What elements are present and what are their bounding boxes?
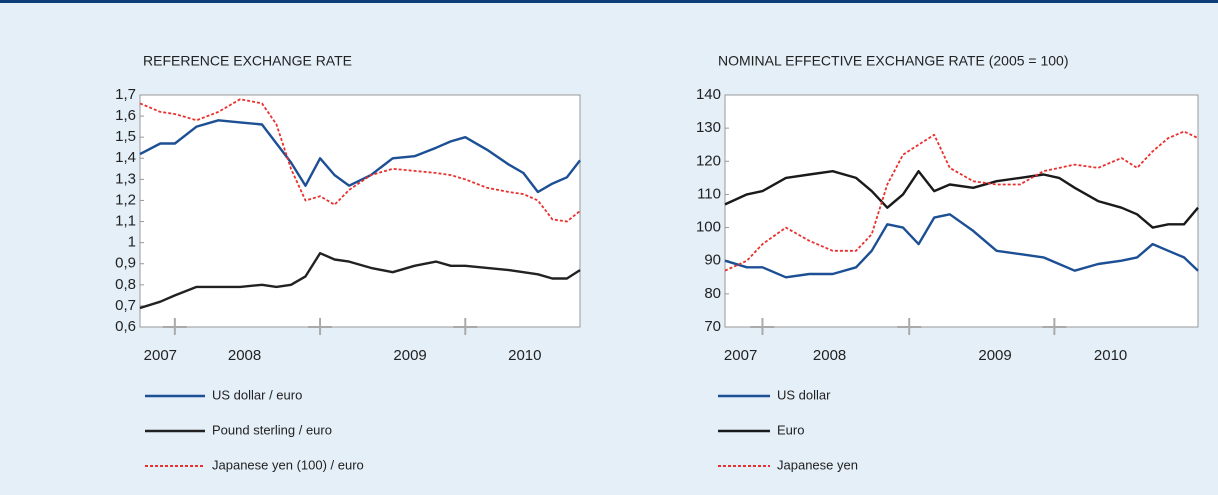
- x-tick-label: 2008: [228, 347, 261, 364]
- series-line: [139, 98, 581, 223]
- legend-label: Japanese yen (100) / euro: [212, 457, 364, 472]
- x-tick-label: 2009: [393, 347, 426, 364]
- y-tick-label: 1,3: [115, 170, 136, 187]
- y-tick-label: 0,9: [115, 255, 136, 272]
- y-tick-label: 0,7: [115, 297, 136, 314]
- x-tick-label: 2010: [508, 347, 541, 364]
- y-tick-label: 120: [696, 152, 721, 169]
- y-tick-label: 1,4: [115, 149, 136, 166]
- y-tick-label: 140: [696, 86, 721, 103]
- chart-title: REFERENCE EXCHANGE RATE: [143, 53, 352, 69]
- series-line: [139, 252, 581, 310]
- x-tick-label: 2009: [978, 347, 1011, 364]
- series-line: [724, 130, 1199, 272]
- x-tick-label: 2007: [724, 347, 757, 364]
- legend-label: US dollar / euro: [212, 387, 302, 402]
- y-tick-label: 0,8: [115, 276, 136, 293]
- y-tick-label: 1,5: [115, 128, 136, 145]
- top-rule: [0, 0, 1218, 3]
- chart-title: NOMINAL EFFECTIVE EXCHANGE RATE (2005 = …: [718, 53, 1069, 69]
- plot-area: [724, 94, 1199, 328]
- y-tick-label: 90: [704, 252, 721, 269]
- y-tick-label: 1,6: [115, 107, 136, 124]
- y-tick-label: 1,2: [115, 191, 136, 208]
- y-tick-label: 1,7: [115, 86, 136, 103]
- legend-label: US dollar: [777, 387, 831, 402]
- series-line: [139, 119, 581, 194]
- y-tick-label: 1: [128, 234, 136, 251]
- y-tick-label: 130: [696, 119, 721, 136]
- x-tick-label: 2008: [813, 347, 846, 364]
- legend-label: Japanese yen: [777, 457, 858, 472]
- y-tick-label: 110: [697, 185, 721, 202]
- plot-area: [139, 94, 581, 328]
- y-tick-label: 100: [696, 219, 721, 236]
- series-line: [724, 213, 1199, 279]
- x-tick-label: 2010: [1094, 347, 1127, 364]
- x-tick-label: 2007: [144, 347, 177, 364]
- legend-label: Euro: [777, 422, 804, 437]
- y-tick-label: 80: [704, 285, 721, 302]
- y-tick-label: 1,1: [115, 213, 136, 230]
- y-tick-label: 0,6: [115, 318, 136, 335]
- series-line: [724, 170, 1199, 229]
- legend-label: Pound sterling / euro: [212, 422, 332, 437]
- y-tick-label: 70: [704, 318, 721, 335]
